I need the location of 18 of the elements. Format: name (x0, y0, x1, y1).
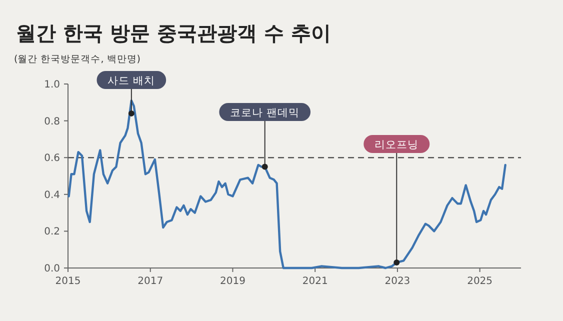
y-tick-label: 1.0 (44, 80, 60, 90)
x-tick-label: 2019 (220, 276, 246, 287)
y-tick-label: 0.2 (44, 226, 60, 238)
x-tick-label: 2023 (384, 276, 410, 287)
y-tick-label: 0.0 (44, 264, 60, 274)
line-series (68, 99, 506, 270)
x-tick-label: 2021 (302, 276, 328, 287)
y-tick-label: 0.8 (44, 116, 60, 128)
x-tick-label: 2017 (138, 276, 164, 287)
chart-title: 월간 한국 방문 중국관광객 수 추이 (16, 21, 331, 45)
annotation: 코로나 팬데믹 (230, 107, 300, 119)
y-tick-label: 0.6 (44, 153, 60, 164)
x-tick-label: 2025 (467, 276, 493, 287)
y-tick-label: 0.4 (44, 190, 60, 201)
y-axis-title: (월간 한국방문객수, 백만명) (14, 54, 140, 65)
x-tick-label: 2015 (55, 276, 81, 287)
annotation: 리오프닝 (374, 139, 419, 151)
annotation: 사드 배치 (108, 75, 156, 87)
